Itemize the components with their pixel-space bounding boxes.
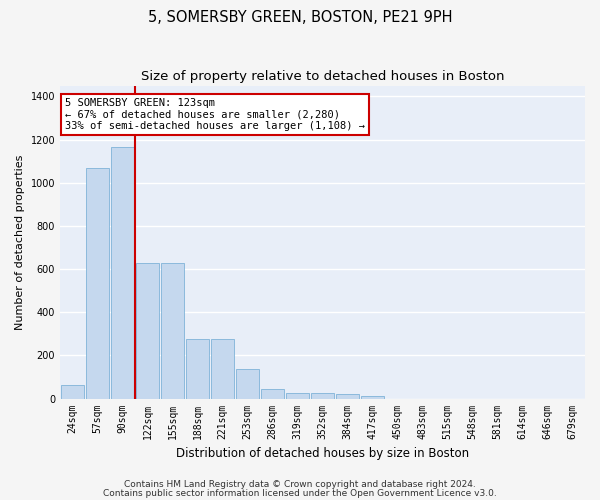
- Title: Size of property relative to detached houses in Boston: Size of property relative to detached ho…: [141, 70, 504, 83]
- Text: Contains public sector information licensed under the Open Government Licence v3: Contains public sector information licen…: [103, 488, 497, 498]
- Bar: [236, 370, 259, 398]
- Bar: [260, 389, 284, 398]
- Text: 5, SOMERSBY GREEN, BOSTON, PE21 9PH: 5, SOMERSBY GREEN, BOSTON, PE21 9PH: [148, 10, 452, 25]
- Bar: [185, 339, 209, 398]
- Bar: [211, 339, 235, 398]
- Bar: [286, 393, 310, 398]
- Bar: [161, 262, 184, 398]
- Bar: [110, 147, 134, 399]
- Bar: [361, 396, 385, 398]
- Bar: [136, 262, 160, 398]
- Text: Contains HM Land Registry data © Crown copyright and database right 2024.: Contains HM Land Registry data © Crown c…: [124, 480, 476, 489]
- Bar: [86, 168, 109, 398]
- Bar: [61, 385, 85, 398]
- X-axis label: Distribution of detached houses by size in Boston: Distribution of detached houses by size …: [176, 447, 469, 460]
- Bar: [311, 393, 334, 398]
- Bar: [335, 394, 359, 398]
- Text: 5 SOMERSBY GREEN: 123sqm
← 67% of detached houses are smaller (2,280)
33% of sem: 5 SOMERSBY GREEN: 123sqm ← 67% of detach…: [65, 98, 365, 132]
- Y-axis label: Number of detached properties: Number of detached properties: [15, 154, 25, 330]
